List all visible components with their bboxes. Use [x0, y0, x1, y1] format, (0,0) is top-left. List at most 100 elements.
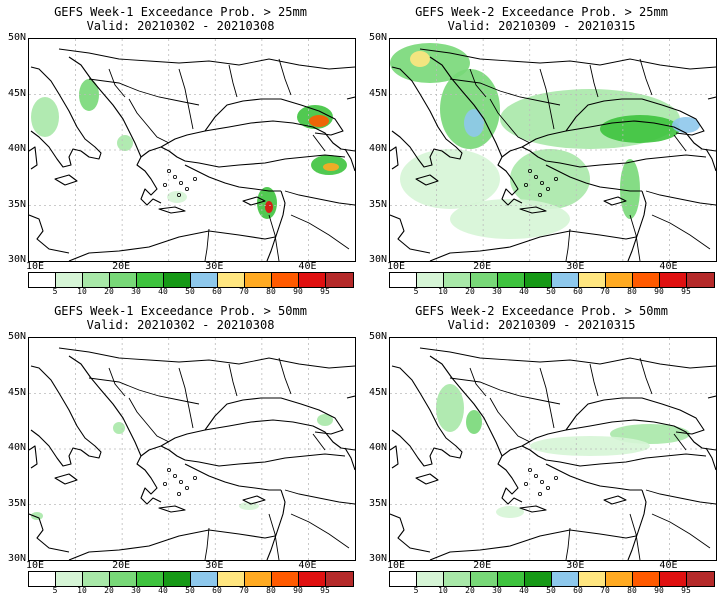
probability-region — [464, 109, 484, 137]
colorbar-label: 90 — [654, 586, 664, 595]
colorbar-swatch — [579, 273, 606, 287]
colorbar-swatch — [660, 273, 687, 287]
colorbar-swatch — [390, 572, 417, 586]
probability-region — [450, 199, 570, 239]
probability-region — [496, 506, 524, 518]
colorbar-swatch — [137, 273, 164, 287]
coastline — [415, 174, 439, 186]
colorbar-label: 70 — [239, 287, 249, 296]
island — [527, 168, 532, 173]
colorbar-label: 10 — [77, 287, 87, 296]
country-border — [489, 98, 531, 144]
colorbar-swatch — [245, 273, 272, 287]
country-border — [419, 347, 716, 369]
lon-tick-label: 40E — [298, 261, 317, 272]
country-border — [629, 513, 641, 560]
probability-region — [466, 410, 482, 434]
panel-week1-25mm: GEFS Week-1 Exceedance Prob. > 25mm Vali… — [0, 0, 361, 299]
coastline — [519, 206, 547, 214]
colorbar — [389, 272, 715, 288]
probability-region — [31, 97, 59, 137]
map-canvas — [29, 39, 355, 261]
lat-tick-label: 30N — [7, 254, 26, 265]
country-border — [645, 489, 716, 505]
lon-tick-label: 30E — [205, 560, 224, 571]
probability-region — [323, 163, 339, 171]
colorbar-label: 60 — [573, 586, 583, 595]
coastline — [545, 164, 642, 192]
colorbar-swatch — [498, 273, 525, 287]
coastline — [603, 196, 627, 206]
coastline — [140, 120, 355, 158]
colorbar-swatch — [191, 572, 218, 586]
colorbar-swatch — [498, 572, 525, 586]
country-border — [419, 48, 716, 70]
colorbar-label: 90 — [293, 586, 303, 595]
lat-tick-label: 40N — [368, 143, 387, 154]
lat-tick-label: 50N — [7, 32, 26, 43]
lat-tick-label: 40N — [7, 143, 26, 154]
coastline — [545, 463, 642, 491]
coastline — [521, 146, 707, 168]
colorbar-swatch — [29, 273, 56, 287]
coastline — [415, 473, 439, 485]
island — [178, 479, 183, 484]
country-border — [178, 367, 194, 429]
coastline — [204, 397, 344, 435]
country-border — [290, 513, 350, 549]
country-border — [88, 377, 200, 405]
colorbar-swatch — [245, 572, 272, 586]
country-border — [268, 513, 280, 560]
island — [523, 481, 528, 486]
panel-week1-50mm: GEFS Week-1 Exceedance Prob. > 50mm Vali… — [0, 299, 361, 598]
coastline — [603, 495, 627, 505]
island — [178, 180, 183, 185]
colorbar-label: 20 — [465, 287, 475, 296]
coastline — [68, 230, 276, 261]
colorbar-swatch — [83, 273, 110, 287]
country-border — [108, 68, 126, 98]
country-border — [651, 214, 711, 250]
country-border — [469, 68, 487, 98]
colorbar — [28, 272, 354, 288]
panel-valid-dates: Valid: 20210309 - 20210315 — [447, 19, 636, 33]
lon-tick-label: 10E — [387, 261, 406, 272]
colorbar-swatch — [471, 572, 498, 586]
island — [172, 174, 177, 179]
coastline — [68, 529, 276, 560]
coastline — [29, 445, 38, 469]
country-border — [489, 397, 531, 443]
probability-region — [600, 115, 680, 143]
colorbar-label: 40 — [158, 287, 168, 296]
island — [184, 186, 189, 191]
coastline — [242, 196, 266, 206]
map-canvas — [29, 338, 355, 560]
lat-tick-label: 45N — [368, 386, 387, 398]
coastline — [68, 56, 162, 206]
colorbar-label: 30 — [492, 287, 502, 296]
country-border — [565, 527, 571, 560]
probability-map — [389, 337, 717, 561]
lon-tick-label: 40E — [298, 560, 317, 571]
island — [533, 174, 538, 179]
lon-tick-label: 20E — [473, 261, 492, 272]
colorbar-swatch — [417, 572, 444, 586]
colorbar-label: 40 — [519, 287, 529, 296]
colorbar-swatch — [137, 572, 164, 586]
island — [545, 485, 550, 490]
colorbar-label: 70 — [600, 287, 610, 296]
colorbar-label: 95 — [320, 586, 330, 595]
colorbar — [389, 571, 715, 587]
coastline — [390, 214, 431, 254]
coastline — [565, 98, 705, 136]
lon-tick-label: 20E — [112, 261, 131, 272]
coastline — [160, 445, 346, 467]
lat-tick-label: 50N — [368, 32, 387, 43]
island — [162, 182, 167, 187]
map-canvas — [390, 39, 716, 261]
colorbar-swatch — [444, 273, 471, 287]
island — [176, 192, 181, 197]
coastline — [184, 463, 281, 491]
coastline — [521, 445, 707, 467]
colorbar-swatch — [633, 572, 660, 586]
